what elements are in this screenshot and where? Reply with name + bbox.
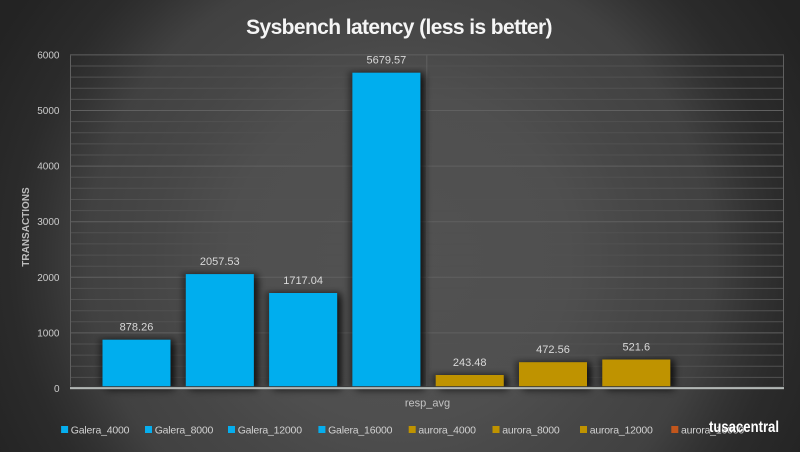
- svg-text:Galera_16000: Galera_16000: [328, 424, 393, 436]
- svg-text:aurora_16000: aurora_16000: [681, 424, 744, 436]
- svg-text:878.26: 878.26: [120, 322, 154, 334]
- svg-text:Sysbench latency (less is bett: Sysbench latency (less is better): [246, 16, 552, 39]
- svg-text:2000: 2000: [37, 273, 60, 284]
- svg-text:1000: 1000: [37, 328, 60, 339]
- svg-text:0: 0: [54, 384, 60, 395]
- svg-text:4000: 4000: [37, 162, 60, 173]
- svg-text:Galera_12000: Galera_12000: [238, 424, 303, 436]
- svg-text:TRANSACTIONS: TRANSACTIONS: [21, 187, 32, 267]
- svg-text:243.48: 243.48: [453, 357, 487, 369]
- svg-text:resp_avg: resp_avg: [405, 398, 450, 410]
- svg-text:Galera_4000: Galera_4000: [71, 424, 130, 436]
- svg-text:5679.57: 5679.57: [367, 55, 407, 67]
- svg-text:2057.53: 2057.53: [200, 256, 240, 268]
- svg-text:6000: 6000: [37, 50, 60, 61]
- svg-text:Galera_8000: Galera_8000: [155, 424, 214, 436]
- svg-text:472.56: 472.56: [536, 344, 570, 356]
- svg-text:tusacentral: tusacentral: [709, 419, 779, 436]
- svg-text:aurora_12000: aurora_12000: [590, 424, 653, 436]
- svg-text:aurora_4000: aurora_4000: [418, 424, 476, 436]
- svg-text:1717.04: 1717.04: [283, 275, 323, 287]
- svg-text:521.6: 521.6: [623, 342, 651, 354]
- svg-text:5000: 5000: [37, 106, 60, 117]
- svg-text:3000: 3000: [37, 217, 60, 228]
- svg-text:aurora_8000: aurora_8000: [502, 424, 560, 436]
